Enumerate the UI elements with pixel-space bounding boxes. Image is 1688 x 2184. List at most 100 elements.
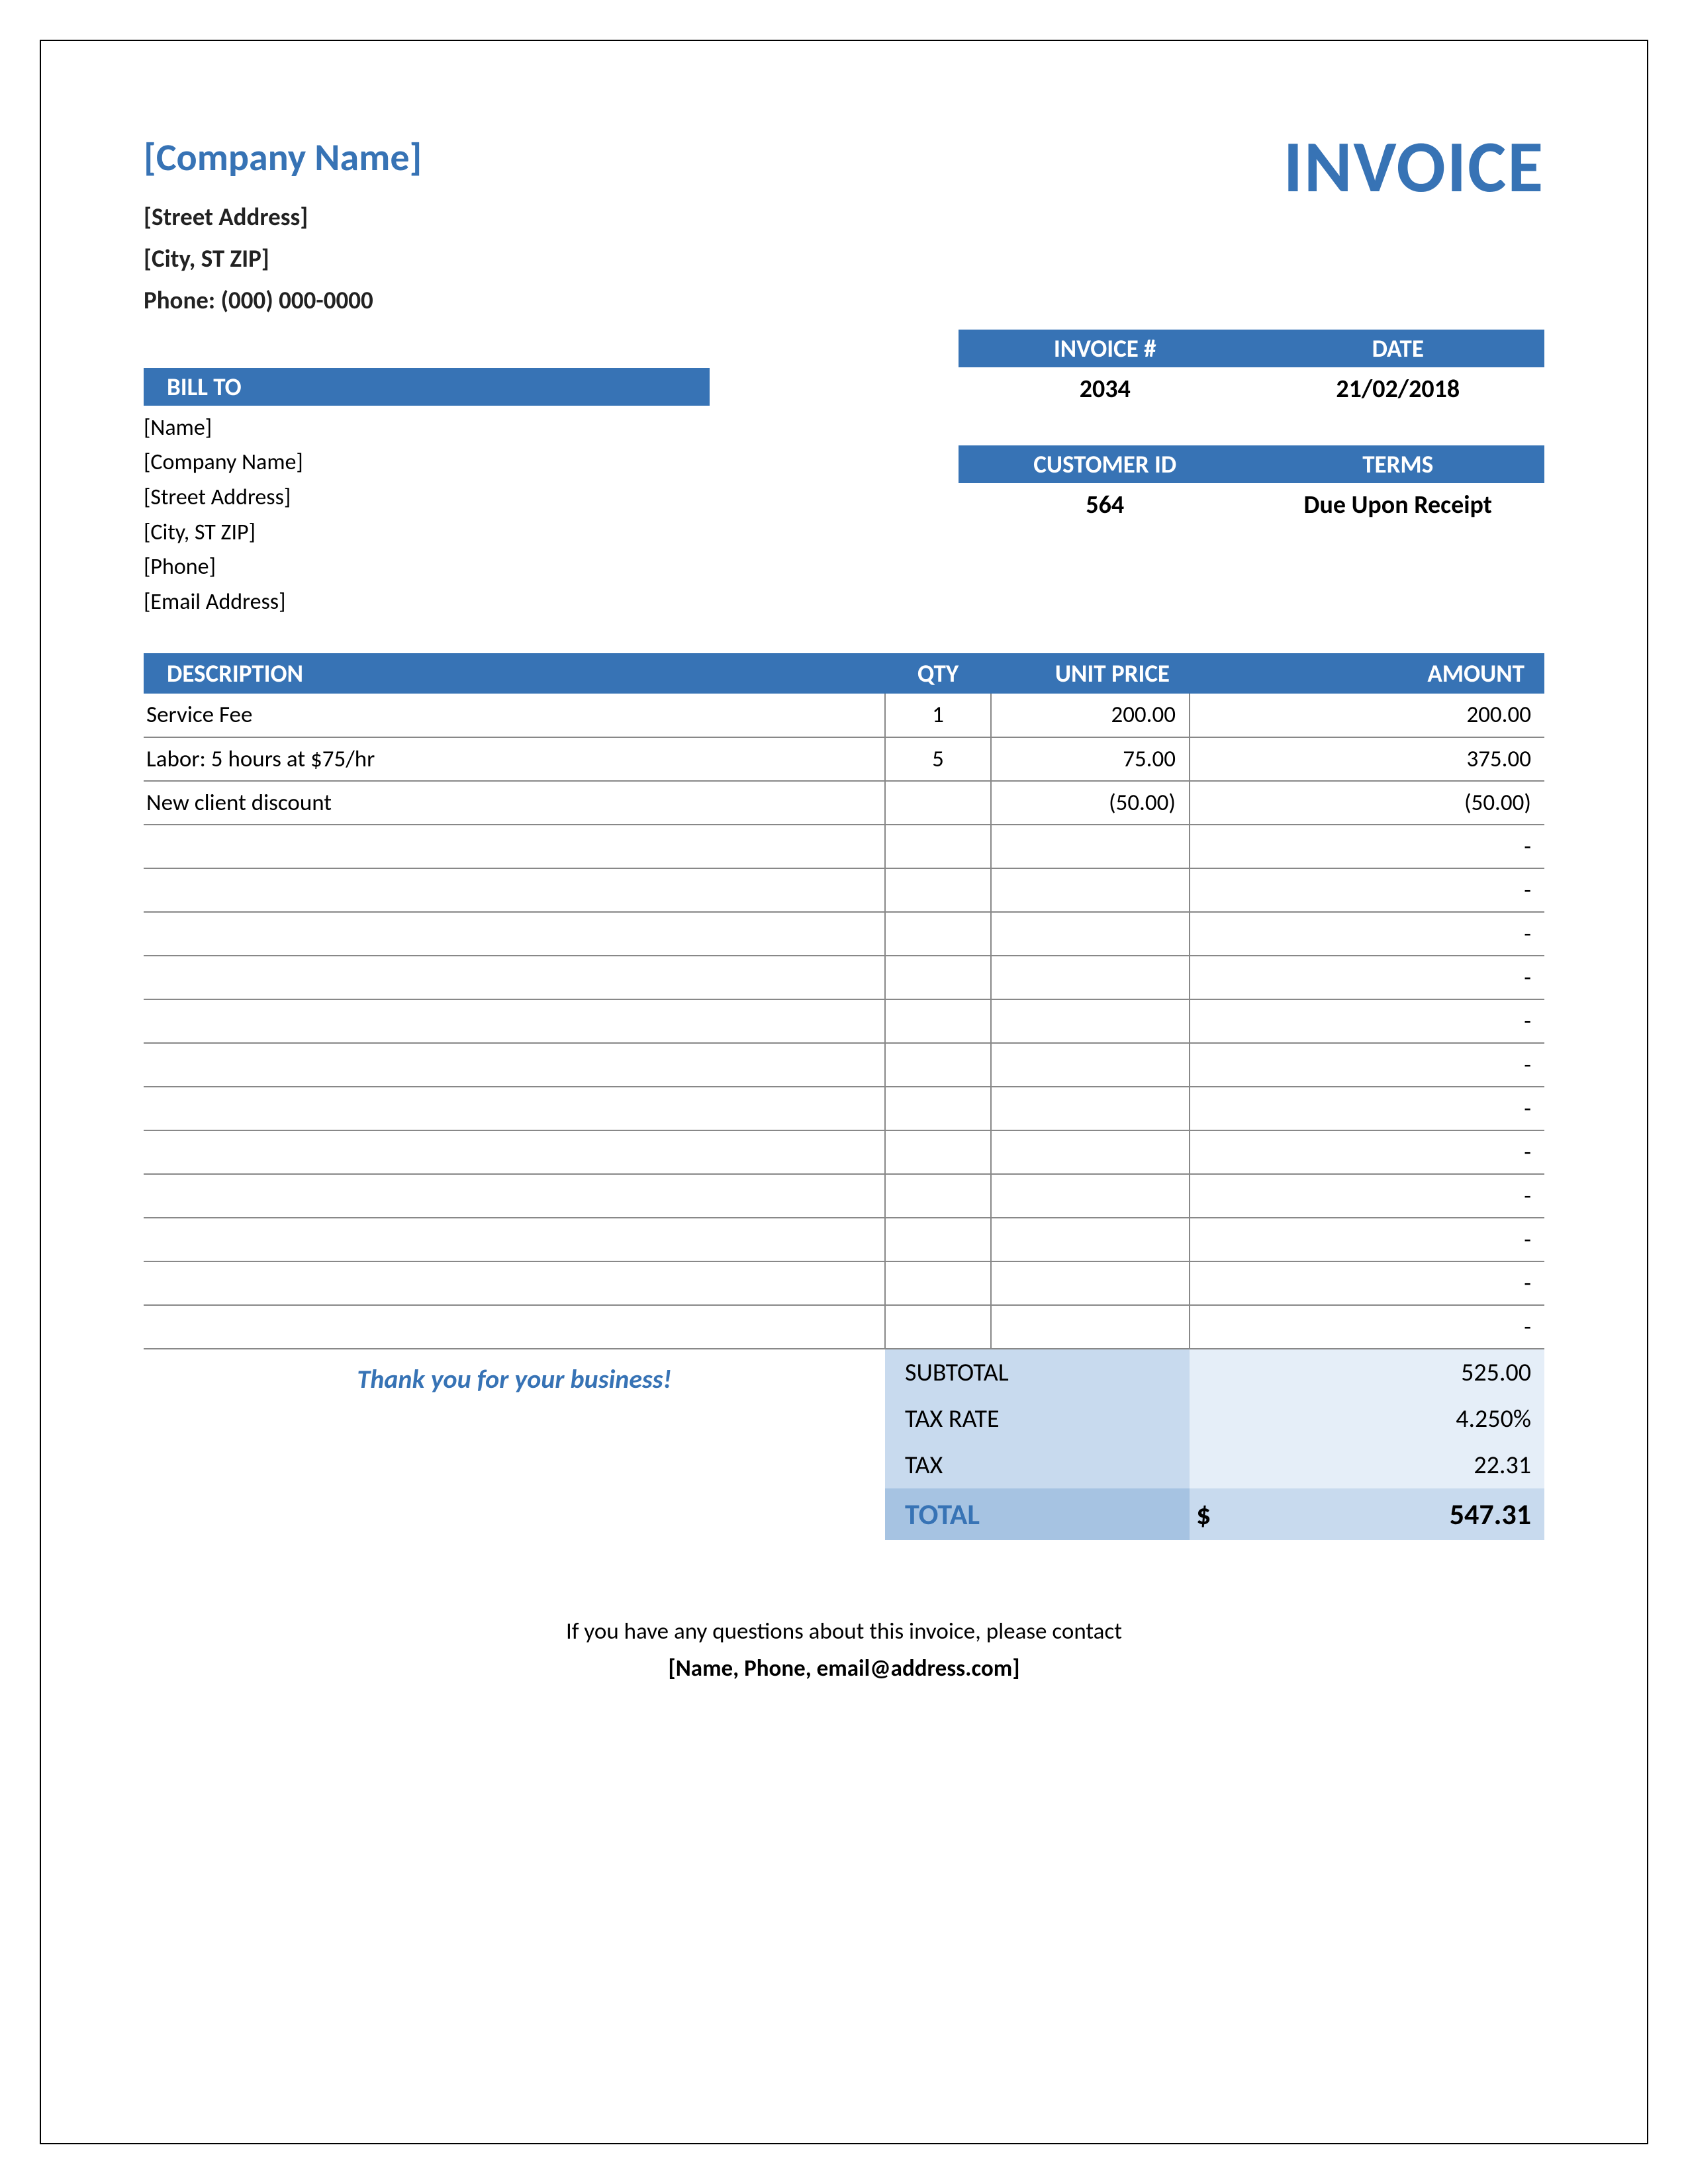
cell-qty [885,1087,991,1130]
cell-qty: 5 [885,737,991,781]
table-row: - [144,956,1544,999]
cell-qty [885,1305,991,1349]
date-label: DATE [1252,330,1545,367]
table-row: Labor: 5 hours at $75/hr575.00375.00 [144,737,1544,781]
table-row: Service Fee1200.00200.00 [144,694,1544,737]
invoice-meta: INVOICE # DATE 2034 21/02/2018 CUSTOMER … [959,330,1544,527]
meta-header-1: INVOICE # DATE [959,330,1544,367]
cell-amount: - [1190,1087,1544,1130]
table-row: - [144,1130,1544,1174]
cell-qty [885,999,991,1043]
meta-header-2: CUSTOMER ID TERMS [959,445,1544,483]
table-header-row: DESCRIPTION QTY UNIT PRICE AMOUNT [144,653,1544,694]
line-items-table: DESCRIPTION QTY UNIT PRICE AMOUNT Servic… [144,653,1544,1540]
cell-amount: - [1190,1174,1544,1218]
cell-price [991,1087,1190,1130]
cell-description: Labor: 5 hours at $75/hr [144,737,885,781]
taxrate-value: 4.250% [1190,1396,1544,1442]
cell-qty [885,912,991,956]
cell-qty [885,1043,991,1087]
phone: Phone: (000) 000-0000 [144,280,422,322]
cell-price [991,1261,1190,1305]
company-block: [Company Name] [Street Address] [City, S… [144,134,422,322]
col-unit-price: UNIT PRICE [991,653,1190,694]
thank-you-message: Thank you for your business! [144,1349,885,1540]
cell-description [144,1087,885,1130]
taxrate-label: TAX RATE [885,1396,1190,1442]
cell-description [144,1261,885,1305]
cell-price [991,825,1190,868]
table-row: New client discount (50.00)(50.00) [144,781,1544,825]
table-row: - [144,999,1544,1043]
col-amount: AMOUNT [1190,653,1544,694]
cell-amount: - [1190,868,1544,912]
cell-description [144,1305,885,1349]
footer-note: If you have any questions about this inv… [144,1613,1544,1687]
subtotal-label: SUBTOTAL [885,1349,1190,1396]
table-row: - [144,1305,1544,1349]
invoice-page: [Company Name] [Street Address] [City, S… [40,40,1648,2144]
cell-price [991,1043,1190,1087]
cell-price [991,1130,1190,1174]
cell-price [991,999,1190,1043]
company-name: [Company Name] [144,134,422,181]
table-row: - [144,1087,1544,1130]
cell-amount: - [1190,825,1544,868]
cell-qty [885,781,991,825]
cell-qty: 1 [885,694,991,737]
cell-description [144,999,885,1043]
cell-price [991,868,1190,912]
table-row: - [144,1043,1544,1087]
cell-price: 75.00 [991,737,1190,781]
footer-line1: If you have any questions about this inv… [144,1613,1544,1650]
currency-symbol: $ [1190,1496,1211,1532]
cell-price [991,1218,1190,1261]
customer-id: 564 [959,483,1252,527]
cell-amount: (50.00) [1190,781,1544,825]
table-row: - [144,912,1544,956]
cell-qty [885,1130,991,1174]
cell-description [144,868,885,912]
cell-amount: - [1190,999,1544,1043]
cell-amount: - [1190,1261,1544,1305]
terms-label: TERMS [1252,445,1545,483]
cell-amount: - [1190,912,1544,956]
cell-qty [885,1261,991,1305]
company-address: [Street Address] [City, ST ZIP] Phone: (… [144,197,422,322]
invoice-number-label: INVOICE # [959,330,1252,367]
invoice-date: 21/02/2018 [1252,367,1545,411]
header: [Company Name] [Street Address] [City, S… [144,134,1544,322]
tax-value: 22.31 [1190,1442,1544,1488]
subtotal-value: 525.00 [1190,1349,1544,1396]
cell-description [144,825,885,868]
cell-amount: - [1190,956,1544,999]
cell-qty [885,956,991,999]
total-amount: 547.31 [1450,1496,1531,1532]
cell-amount: 375.00 [1190,737,1544,781]
cell-qty [885,1174,991,1218]
street: [Street Address] [144,197,422,238]
terms: Due Upon Receipt [1252,483,1545,527]
billto-phone: [Phone] [144,550,1544,585]
cell-qty [885,1218,991,1261]
cell-description [144,1218,885,1261]
tax-label: TAX [885,1442,1190,1488]
cell-description [144,1130,885,1174]
total-label: TOTAL [885,1488,1190,1540]
cell-description: New client discount [144,781,885,825]
footer-contact: [Name, Phone, email@address.com] [144,1650,1544,1687]
table-row: - [144,868,1544,912]
customer-id-label: CUSTOMER ID [959,445,1252,483]
meta-values-1: 2034 21/02/2018 [959,367,1544,411]
col-description: DESCRIPTION [144,653,885,694]
invoice-title: INVOICE [1284,134,1544,199]
cell-amount: 200.00 [1190,694,1544,737]
meta-values-2: 564 Due Upon Receipt [959,483,1544,527]
cell-qty [885,868,991,912]
bill-to-header: BILL TO [144,368,710,406]
cell-price: 200.00 [991,694,1190,737]
cell-price [991,912,1190,956]
cell-price: (50.00) [991,781,1190,825]
total-value: $ 547.31 [1190,1488,1544,1540]
col-qty: QTY [885,653,991,694]
